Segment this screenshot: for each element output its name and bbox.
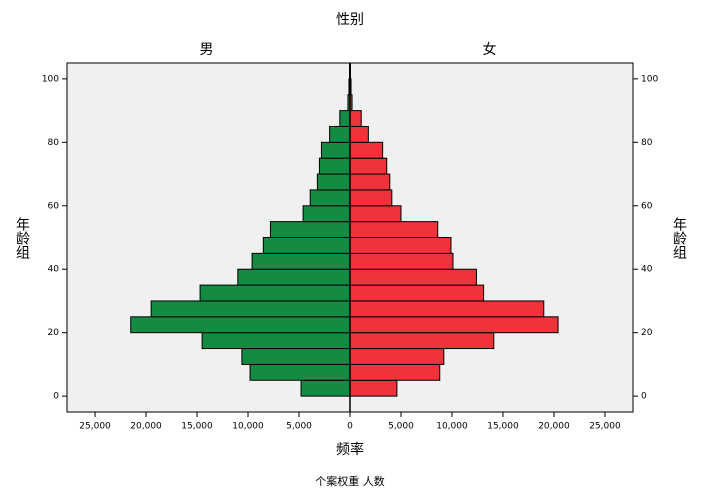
bar — [339, 110, 351, 127]
x-tick-label: 5,000 — [388, 422, 414, 432]
bar — [349, 110, 362, 127]
y-tick-label: 100 — [42, 74, 59, 84]
x-tick-label: 10,000 — [436, 422, 468, 432]
bar — [349, 268, 477, 286]
x-tick-label: 25,000 — [79, 422, 111, 432]
y-tick-label-right: 40 — [641, 265, 653, 275]
x-tick-label: 0 — [347, 422, 353, 432]
y-tick-label: 60 — [48, 201, 60, 211]
x-tick-label: 15,000 — [487, 422, 519, 432]
bar — [349, 141, 384, 159]
y-tick-label-right: 20 — [641, 328, 653, 338]
x-tick-label: 25,000 — [589, 422, 621, 432]
bar — [201, 332, 351, 350]
x-tick-label: 10,000 — [232, 422, 264, 432]
bar — [318, 157, 351, 175]
bar — [329, 125, 351, 143]
y-tick-label-right: 100 — [641, 74, 658, 84]
footnote: 个案权重 人数 — [315, 474, 385, 488]
bar — [349, 284, 485, 302]
x-tick-label: 20,000 — [538, 422, 570, 432]
bar — [237, 268, 351, 286]
y-tick-label: 20 — [48, 328, 60, 338]
x-tick-label: 20,000 — [130, 422, 162, 432]
bar — [349, 348, 445, 365]
bar — [349, 332, 495, 350]
legend-label: 女 — [483, 41, 497, 58]
y-tick-label-right: 80 — [641, 138, 653, 148]
bar — [300, 379, 351, 397]
bar — [349, 316, 559, 334]
bar — [349, 173, 391, 191]
x-axis-label: 频率 — [336, 441, 364, 458]
bar — [249, 363, 351, 381]
chart-title: 性别 — [336, 12, 364, 28]
bar — [316, 173, 351, 191]
y-axis-label-right: 年龄组 — [671, 217, 687, 259]
bar — [150, 300, 351, 318]
bar — [262, 237, 351, 254]
bar — [199, 284, 351, 302]
bar — [349, 379, 398, 397]
y-tick-label: 40 — [48, 265, 60, 275]
bar — [349, 205, 402, 223]
bar — [309, 189, 351, 207]
bar — [349, 237, 452, 254]
bar — [241, 348, 351, 365]
x-tick-label: 5,000 — [286, 422, 312, 432]
bar — [349, 157, 388, 175]
bar — [349, 189, 393, 207]
y-axis-label: 年龄组 — [14, 217, 30, 259]
bar — [130, 316, 351, 334]
legend-label: 男 — [200, 42, 214, 58]
bar — [349, 221, 439, 239]
bar — [320, 141, 351, 159]
bar — [302, 205, 351, 223]
bar — [251, 252, 351, 270]
y-tick-label: 0 — [53, 392, 59, 402]
x-tick-label: 15,000 — [181, 422, 213, 432]
y-tick-label-right: 0 — [641, 392, 647, 402]
bar — [349, 125, 369, 143]
bar — [349, 300, 545, 318]
y-tick-label: 80 — [48, 138, 60, 148]
bar — [349, 252, 454, 270]
bar — [349, 363, 441, 381]
y-tick-label-right: 60 — [641, 201, 653, 211]
bar — [269, 221, 351, 239]
